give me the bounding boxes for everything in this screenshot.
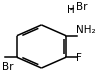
Text: F: F bbox=[76, 53, 82, 63]
Text: Br: Br bbox=[2, 62, 14, 72]
Text: Br: Br bbox=[76, 2, 87, 12]
Text: NH₂: NH₂ bbox=[76, 25, 95, 35]
Text: H: H bbox=[67, 5, 75, 15]
